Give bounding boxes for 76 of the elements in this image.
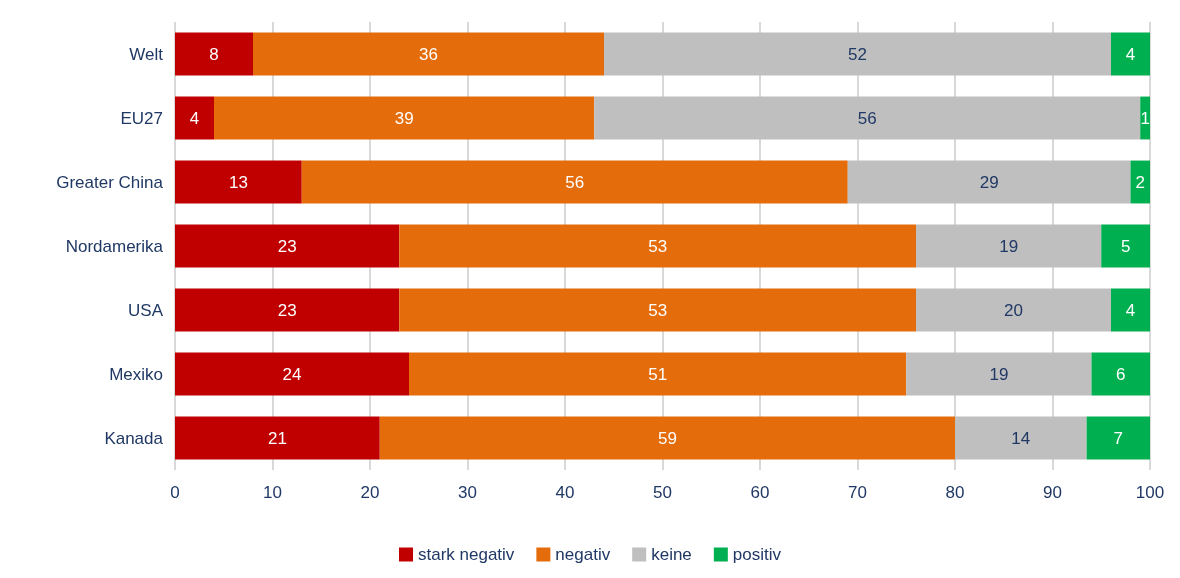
data-label: 53 — [648, 236, 668, 256]
bar — [301, 160, 848, 204]
x-tick-label: 60 — [750, 483, 770, 502]
data-label: 1 — [1140, 108, 1150, 128]
bar — [214, 96, 595, 140]
legend-label: negativ — [555, 545, 611, 564]
x-tick-label: 40 — [555, 483, 575, 502]
bar — [379, 416, 955, 460]
bar — [175, 32, 253, 76]
bar — [916, 288, 1111, 332]
bar — [916, 224, 1102, 268]
data-label: 19 — [999, 236, 1019, 256]
x-tick-label: 30 — [458, 483, 477, 502]
data-label: 4 — [1125, 44, 1136, 64]
data-label: 13 — [228, 172, 248, 192]
bar — [175, 416, 380, 460]
bar — [175, 288, 400, 332]
data-label: 8 — [209, 44, 219, 64]
bar — [1111, 32, 1150, 76]
data-label: 2 — [1135, 172, 1145, 192]
bar — [906, 352, 1092, 396]
data-label: 6 — [1116, 364, 1126, 384]
bar — [594, 96, 1141, 140]
data-label: 39 — [394, 108, 414, 128]
y-tick-label: Mexiko — [109, 364, 163, 384]
bar — [847, 160, 1131, 204]
x-tick-label: 20 — [360, 483, 380, 502]
x-tick-label: 50 — [653, 483, 672, 502]
x-tick-label: 80 — [945, 483, 965, 502]
data-label: 4 — [1125, 300, 1136, 320]
bar — [175, 224, 400, 268]
bar — [399, 224, 916, 268]
x-tick-label: 90 — [1043, 483, 1062, 502]
data-label: 7 — [1113, 428, 1124, 448]
y-tick-label: EU27 — [120, 108, 163, 128]
bar — [1111, 288, 1150, 332]
bar — [604, 32, 1111, 76]
x-tick-label: 70 — [848, 483, 867, 502]
y-tick-label: Welt — [129, 44, 164, 64]
x-tick-label: 10 — [263, 483, 282, 502]
x-tick-label: 0 — [170, 483, 180, 502]
bar — [1101, 224, 1150, 268]
data-label: 59 — [657, 428, 677, 448]
bar — [399, 288, 916, 332]
bar — [253, 32, 604, 76]
data-label: 24 — [282, 364, 302, 384]
x-tick-label: 100 — [1135, 483, 1165, 502]
data-label: 20 — [1004, 300, 1023, 320]
data-label: 19 — [989, 364, 1009, 384]
y-tick-label: Nordamerika — [65, 236, 164, 256]
data-label: 23 — [277, 300, 297, 320]
data-label: 5 — [1120, 236, 1131, 256]
data-label: 29 — [979, 172, 999, 192]
data-label: 4 — [189, 108, 200, 128]
y-tick-label: Kanada — [104, 428, 164, 448]
y-tick-label: USA — [128, 300, 164, 320]
data-label: 56 — [565, 172, 585, 192]
legend-label: stark negativ — [417, 545, 515, 564]
data-label: 23 — [277, 236, 297, 256]
bar — [955, 416, 1087, 460]
bar — [1091, 352, 1150, 396]
legend-label: positiv — [732, 545, 782, 564]
bar — [175, 96, 214, 140]
data-label: 21 — [267, 428, 287, 448]
data-label: 51 — [648, 364, 668, 384]
legend-label: keine — [651, 545, 692, 564]
data-label: 52 — [848, 44, 867, 64]
data-label: 14 — [1011, 428, 1031, 448]
data-label: 56 — [857, 108, 877, 128]
bar — [175, 160, 302, 204]
bar — [175, 352, 409, 396]
data-label: 36 — [419, 44, 438, 64]
bar — [409, 352, 907, 396]
data-label: 53 — [648, 300, 668, 320]
bar — [1086, 416, 1150, 460]
y-tick-label: Greater China — [56, 172, 164, 192]
